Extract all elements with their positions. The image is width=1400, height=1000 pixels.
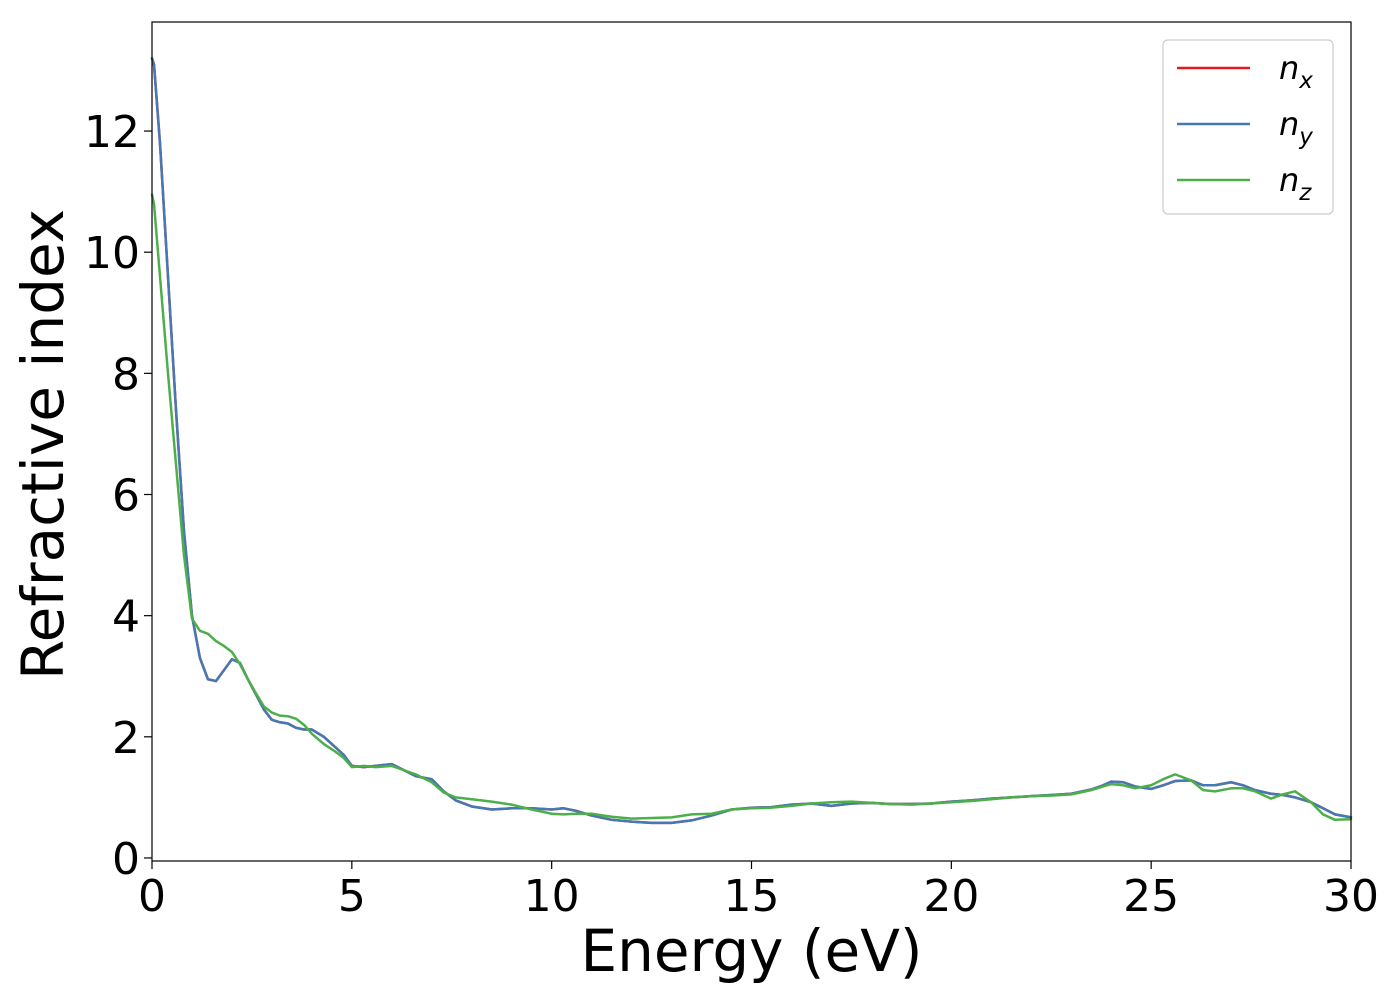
x-tick-label: 5 — [338, 871, 366, 922]
x-tick-label: 10 — [524, 871, 580, 922]
x-axis-title: Energy (eV) — [580, 917, 922, 985]
x-tick-label: 25 — [1123, 871, 1179, 922]
x-tick-label: 30 — [1323, 871, 1379, 922]
y-tick-label: 8 — [112, 349, 140, 400]
series-layer — [150, 57, 1353, 825]
y-tick-label: 12 — [84, 107, 140, 158]
legend-label-base: n — [1279, 161, 1299, 199]
x-axis-ticks: 0 5 10 15 20 25 30 — [138, 861, 1379, 922]
y-tick-label: 0 — [112, 834, 140, 885]
series-line-n-z — [150, 193, 1353, 822]
y-axis-ticks: 0 2 4 6 8 10 12 — [84, 107, 152, 885]
legend-label-n-z: nz — [1279, 161, 1312, 206]
legend-label-subscript: y — [1298, 124, 1313, 150]
legend-label-subscript: x — [1298, 68, 1313, 94]
legend-frame — [1162, 39, 1334, 215]
y-tick-label: 2 — [112, 713, 140, 764]
legend-label-n-y: ny — [1279, 105, 1313, 150]
legend-label-base: n — [1279, 105, 1299, 143]
y-tick-label: 10 — [84, 228, 140, 279]
x-tick-label: 15 — [724, 871, 780, 922]
legend-label-subscript: z — [1298, 180, 1312, 206]
y-tick-label: 4 — [112, 592, 140, 643]
y-tick-label: 6 — [112, 471, 140, 522]
x-tick-label: 0 — [138, 871, 166, 922]
x-tick-label: 20 — [923, 871, 979, 922]
legend-label-base: n — [1279, 49, 1299, 87]
legend-label-n-x: nx — [1279, 49, 1313, 94]
y-axis-title: Refractive index — [9, 209, 77, 680]
